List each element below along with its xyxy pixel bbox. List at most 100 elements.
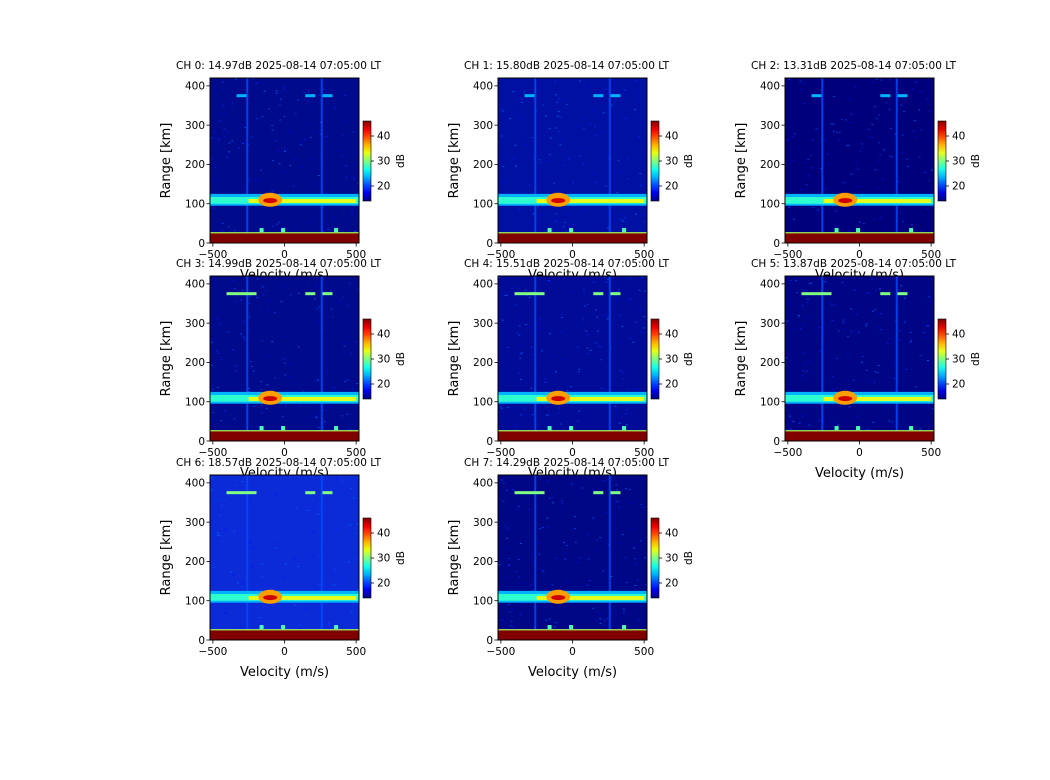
noise-speckle bbox=[261, 575, 264, 577]
noise-speckle bbox=[833, 95, 836, 97]
noise-speckle bbox=[307, 509, 310, 511]
noise-speckle bbox=[515, 509, 518, 511]
echo-peak bbox=[263, 595, 278, 601]
noise-speckle bbox=[639, 172, 642, 174]
noise-speckle bbox=[604, 314, 607, 316]
vertical-stripe bbox=[534, 78, 537, 243]
noise-speckle bbox=[519, 414, 522, 416]
noise-speckle bbox=[332, 584, 335, 586]
noise-speckle bbox=[247, 144, 250, 146]
noise-speckle bbox=[638, 98, 641, 100]
noise-speckle bbox=[566, 545, 569, 547]
noise-speckle bbox=[855, 161, 858, 163]
noise-speckle bbox=[596, 330, 599, 332]
y-tick-label: 200 bbox=[760, 357, 780, 369]
noise-speckle bbox=[248, 542, 251, 544]
noise-speckle bbox=[559, 144, 562, 146]
noise-speckle bbox=[610, 104, 613, 106]
noise-speckle bbox=[593, 172, 596, 174]
faint-echo bbox=[593, 94, 604, 98]
noise-speckle bbox=[807, 158, 810, 160]
noise-speckle bbox=[333, 386, 336, 388]
colorbar-tick-label: 30 bbox=[665, 354, 678, 366]
noise-speckle bbox=[855, 415, 858, 417]
noise-speckle bbox=[504, 525, 507, 527]
noise-speckle bbox=[354, 230, 357, 232]
noise-speckle bbox=[226, 156, 229, 158]
x-tick-label: 0 bbox=[281, 646, 288, 658]
noise-speckle bbox=[578, 80, 581, 82]
noise-speckle bbox=[559, 423, 562, 425]
noise-speckle bbox=[275, 140, 278, 142]
noise-speckle bbox=[243, 487, 246, 489]
echo-band-core bbox=[248, 596, 357, 600]
noise-speckle bbox=[555, 127, 558, 129]
noise-speckle bbox=[885, 102, 888, 104]
noise-speckle bbox=[602, 112, 605, 114]
noise-speckle bbox=[625, 424, 628, 426]
noise-speckle bbox=[914, 136, 917, 138]
noise-speckle bbox=[542, 104, 545, 106]
noise-speckle bbox=[628, 489, 631, 491]
noise-speckle bbox=[356, 288, 359, 290]
noise-speckle bbox=[563, 358, 566, 360]
noise-speckle bbox=[876, 187, 879, 189]
noise-speckle bbox=[317, 378, 320, 380]
noise-speckle bbox=[317, 175, 320, 177]
noise-speckle bbox=[210, 477, 213, 479]
noise-speckle bbox=[515, 571, 518, 573]
noise-speckle bbox=[520, 353, 523, 355]
y-tick-label: 100 bbox=[185, 397, 205, 409]
noise-speckle bbox=[876, 161, 879, 163]
noise-speckle bbox=[564, 558, 567, 560]
noise-speckle bbox=[596, 316, 599, 318]
noise-speckle bbox=[356, 523, 359, 525]
noise-speckle bbox=[850, 173, 853, 175]
noise-speckle bbox=[247, 507, 250, 509]
noise-speckle bbox=[788, 78, 791, 80]
faint-echo bbox=[897, 94, 908, 98]
noise-speckle bbox=[592, 517, 595, 519]
noise-speckle bbox=[353, 178, 356, 180]
noise-speckle bbox=[517, 209, 520, 211]
x-tick-label: 0 bbox=[856, 249, 863, 261]
vertical-stripe bbox=[246, 475, 249, 640]
faint-echo bbox=[514, 292, 545, 296]
colorbar-tick-label: 40 bbox=[665, 528, 678, 540]
echo-band-core bbox=[823, 199, 932, 203]
colorbar-tick-label: 30 bbox=[377, 156, 390, 168]
noise-speckle bbox=[618, 314, 621, 316]
noise-speckle bbox=[618, 542, 621, 544]
noise-speckle bbox=[210, 341, 213, 343]
noise-speckle bbox=[238, 147, 241, 149]
noise-speckle bbox=[222, 112, 225, 114]
noise-speckle bbox=[617, 159, 620, 161]
vertical-stripe bbox=[821, 78, 824, 243]
noise-speckle bbox=[539, 528, 542, 530]
noise-speckle bbox=[227, 151, 230, 153]
noise-speckle bbox=[505, 546, 508, 548]
noise-speckle bbox=[546, 414, 549, 416]
noise-speckle bbox=[343, 345, 346, 347]
noise-speckle bbox=[903, 297, 906, 299]
noise-speckle bbox=[881, 178, 884, 180]
y-axis-label: Range [km] bbox=[159, 321, 174, 397]
near-range-band bbox=[498, 630, 647, 640]
noise-speckle bbox=[288, 362, 291, 364]
noise-speckle bbox=[793, 133, 796, 135]
noise-speckle bbox=[244, 126, 247, 128]
noise-speckle bbox=[559, 138, 562, 140]
noise-speckle bbox=[634, 80, 637, 82]
near-blip bbox=[856, 426, 861, 431]
noise-speckle bbox=[573, 291, 576, 293]
noise-speckle bbox=[499, 405, 502, 407]
noise-speckle bbox=[286, 607, 289, 609]
noise-speckle bbox=[233, 288, 236, 290]
noise-speckle bbox=[888, 338, 891, 340]
colorbar-label: dB bbox=[683, 551, 695, 565]
noise-speckle bbox=[213, 502, 216, 504]
noise-speckle bbox=[344, 342, 347, 344]
faint-echo bbox=[897, 292, 908, 296]
x-tick-label: 500 bbox=[346, 447, 366, 459]
noise-speckle bbox=[602, 480, 605, 482]
